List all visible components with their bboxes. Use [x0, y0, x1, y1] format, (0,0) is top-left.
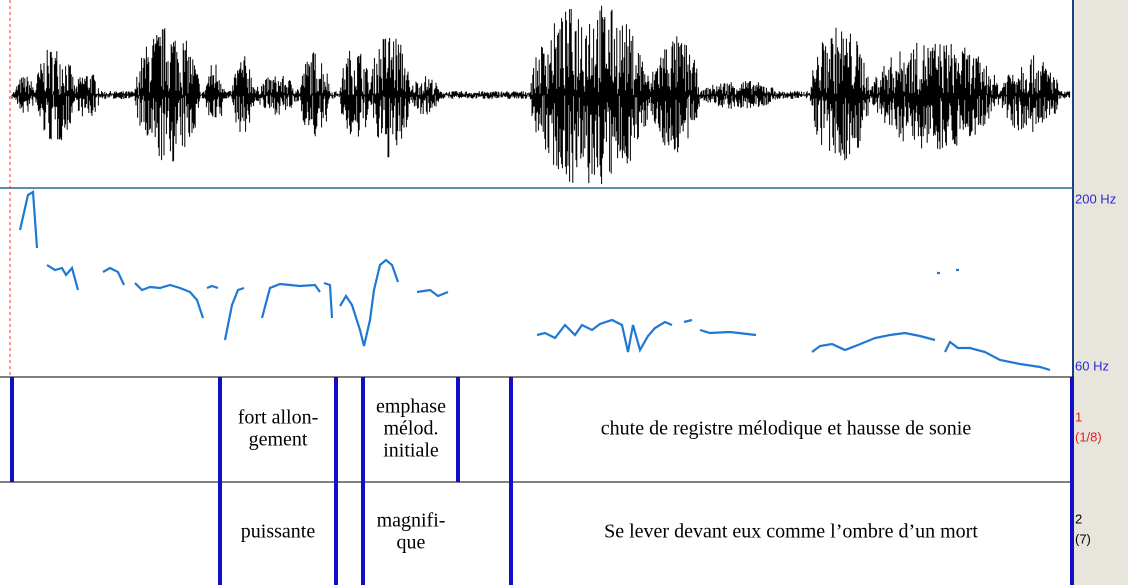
interval-label: mélod.: [384, 418, 439, 440]
waveform: [11, 5, 1071, 184]
interval-label: fort allon-: [238, 407, 319, 429]
interval-label: gement: [249, 429, 308, 451]
tier-count: (7): [1075, 531, 1091, 546]
interval-label: que: [397, 532, 426, 554]
pitch-contour: [18, 190, 1051, 372]
interval-label: chute de registre mélodique et hausse de…: [601, 418, 972, 440]
interval-label: Se lever devant eux comme l’ombre d’un m…: [604, 521, 978, 543]
tier-number: 1: [1075, 409, 1082, 424]
boundaries: [10, 377, 1074, 585]
interval-label: initiale: [383, 440, 439, 462]
tier-number: 2: [1075, 511, 1082, 526]
pitch-min: 60 Hz: [1075, 358, 1109, 373]
interval-label: emphase: [376, 396, 446, 418]
interval-label: magnifi-: [377, 510, 446, 532]
pitch-max: 200 Hz: [1075, 191, 1116, 206]
tier-count: (1/8): [1075, 429, 1102, 444]
interval-label: puissante: [241, 521, 316, 543]
side-panel: [1073, 0, 1128, 585]
